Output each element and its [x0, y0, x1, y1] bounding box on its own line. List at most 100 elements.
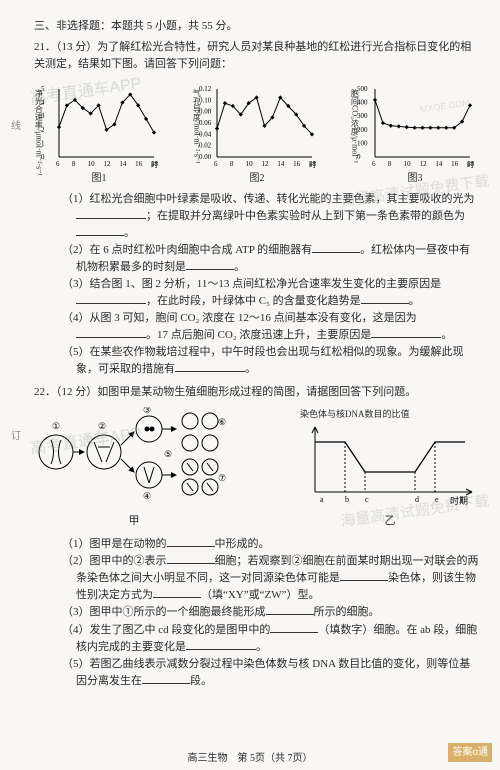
blank [76, 294, 146, 304]
q22-p3b: 所示的细胞。 [314, 606, 380, 618]
blank [340, 572, 388, 582]
corner-badge: 答案o通 [448, 743, 492, 763]
fig2-ylabel: 气孔导度/mol·m⁻²·s⁻¹ [190, 89, 202, 164]
q22-p4a: （4）发生了图乙中 cd 段变化的是图甲中的 [62, 624, 270, 636]
q21-p4b: 。17 点后胞间 CO₂ 浓度迅速上升，主要原因是 [146, 329, 371, 341]
q22-score: （12 分） [56, 386, 97, 398]
svg-text:10: 10 [246, 160, 254, 168]
blank [142, 674, 190, 684]
fig1-svg: 681012141618 012345 时 [39, 79, 159, 169]
svg-text:10: 10 [404, 160, 412, 168]
q22-p1b: 中形成的。 [215, 538, 270, 550]
blank [167, 554, 215, 564]
chart-fig3: 胞间CO₂浓度/μ·mol⁻¹ 681012141618 01002003004… [350, 79, 480, 187]
q21-p3b: ，在此时段，叶绿体中 C₅ 的含量变化趋势是 [146, 295, 361, 307]
q21-p5a: （5）在某些农作物栽培过程中，中午时段也会出现与红松相似的现象。为缓解此现象，可… [62, 346, 464, 375]
q21-number: 21． [34, 41, 56, 53]
svg-text:时: 时 [467, 160, 474, 169]
blank [153, 589, 201, 599]
blank [312, 243, 360, 253]
svg-text:14: 14 [277, 160, 285, 168]
jia-label: 甲 [34, 513, 234, 530]
fig1-ylabel: 净光合速率/μmol·m⁻²·s⁻¹ [32, 89, 44, 176]
page-footer: 高三生物 第 5页（共 7页） [0, 751, 500, 767]
charts-row: 净光合速率/μmol·m⁻²·s⁻¹ 681012141618 012345 时… [34, 79, 480, 187]
q22-number: 22． [34, 386, 56, 398]
svg-text:⑦: ⑦ [218, 473, 226, 483]
q22-p2d: （填“XY”或“ZW”）型。 [201, 589, 320, 601]
svg-text:8: 8 [230, 160, 234, 168]
period: 。 [124, 227, 135, 239]
fig3-label: 图3 [350, 171, 480, 187]
svg-text:16: 16 [293, 160, 301, 168]
q22-p2a: （2）图甲中的②表示 [62, 555, 167, 567]
chart-fig1: 净光合速率/μmol·m⁻²·s⁻¹ 681012141618 012345 时… [34, 79, 164, 187]
period: 。 [245, 363, 256, 375]
q21-p4a: （4）从图 3 可知，胞间 CO₂ 浓度在 12～16 点间基本没有变化，这是因… [62, 312, 417, 324]
svg-text:c: c [365, 495, 369, 504]
q22-stem: 如图甲是某动物生殖细胞形成过程的简图，请据图回答下列问题。 [97, 386, 416, 398]
fig1-label: 图1 [34, 171, 164, 187]
blank [266, 606, 314, 616]
svg-text:d: d [415, 495, 419, 504]
blank [361, 294, 409, 304]
blank [76, 226, 124, 236]
fig2-label: 图2 [192, 171, 322, 187]
q21-p3a: （3）结合图 1、图 2 分析，11～13 点间红松净光合速率发生变化的主要原因… [62, 278, 441, 290]
svg-text:③: ③ [143, 407, 151, 415]
chart-fig2: 气孔导度/mol·m⁻²·s⁻¹ 681012141618 0.000.020.… [192, 79, 322, 187]
svg-text:时: 时 [309, 160, 316, 169]
svg-text:12: 12 [104, 160, 112, 168]
blank [371, 328, 441, 338]
yi-label: 乙 [300, 513, 480, 530]
svg-text:6: 6 [214, 160, 218, 168]
binding-label-a: 线 [6, 120, 22, 136]
blank [167, 537, 215, 547]
diagram-yi: 染色体与核DNA数目的比值 a b c d e f 时期 乙 [300, 408, 480, 530]
svg-text:b: b [345, 495, 349, 504]
fig3-ylabel: 胞间CO₂浓度/μ·mol⁻¹ [348, 89, 360, 163]
q21-p1a: （1）红松光合细胞中叶绿素是吸收、传递、转化光能的主要色素，其主要吸收的光为 [62, 193, 475, 205]
svg-text:12: 12 [420, 160, 428, 168]
fig3-svg: 681012141618 0100200300400500 时 [355, 79, 475, 169]
q22-p5b: 段。 [190, 675, 212, 687]
q21-score: （13 分） [56, 41, 97, 53]
svg-text:8: 8 [388, 160, 392, 168]
svg-text:时: 时 [151, 160, 158, 169]
svg-text:e: e [435, 495, 439, 504]
svg-text:⑤: ⑤ [164, 449, 172, 459]
svg-text:8: 8 [72, 160, 76, 168]
yi-title: 染色体与核DNA数目的比值 [300, 408, 480, 422]
diagram-jia: ① ② ③ ④ ⑤ [34, 407, 234, 530]
period: 。 [234, 261, 245, 273]
q22-p5a: （5）若图乙曲线表示减数分裂过程中染色体数与核 DNA 数目比值的变化，则等位基… [62, 658, 470, 687]
period: 。 [441, 329, 452, 341]
svg-text:①: ① [52, 421, 60, 431]
question-22: 22．（12 分）如图甲是某动物生殖细胞形成过程的简图，请据图回答下列问题。 ①… [34, 384, 480, 690]
svg-text:6: 6 [56, 160, 60, 168]
period: 。 [409, 295, 420, 307]
fig2-svg: 681012141618 0.000.020.040.060.080.100.1… [197, 79, 317, 169]
svg-text:时期: 时期 [450, 495, 468, 506]
blank [186, 260, 234, 270]
blank [76, 328, 146, 338]
blank [175, 362, 245, 372]
blank [76, 209, 146, 219]
jia-svg: ① ② ③ ④ ⑤ [34, 407, 234, 507]
svg-text:④: ④ [143, 491, 151, 501]
blank [270, 623, 318, 633]
question-21: 21．（13 分）为了解红松光合特性，研究人员对某良种基地的红松进行光合指标日变… [34, 39, 480, 378]
q22-p1: （1）图甲是在动物的 [62, 538, 167, 550]
svg-text:a: a [320, 495, 324, 504]
svg-text:16: 16 [135, 160, 143, 168]
svg-text:14: 14 [119, 160, 127, 168]
q21-p1b: ；在提取并分离绿叶中色素实验时从上到下第一条色素带的颜色为 [146, 210, 465, 222]
svg-text:14: 14 [435, 160, 443, 168]
svg-text:12: 12 [262, 160, 270, 168]
blank [186, 640, 256, 650]
svg-text:②: ② [98, 421, 106, 431]
q21-p2a: （2）在 6 点时红松叶肉细胞中合成 ATP 的细胞器有 [62, 244, 312, 256]
binding-label-b: 订 [6, 430, 22, 446]
q22-p3a: （3）图甲中①所示的一个细胞最终能形成 [62, 606, 266, 618]
q21-stem: 为了解红松光合特性，研究人员对某良种基地的红松进行光合指标日变化的相关测定，结果… [34, 41, 471, 70]
